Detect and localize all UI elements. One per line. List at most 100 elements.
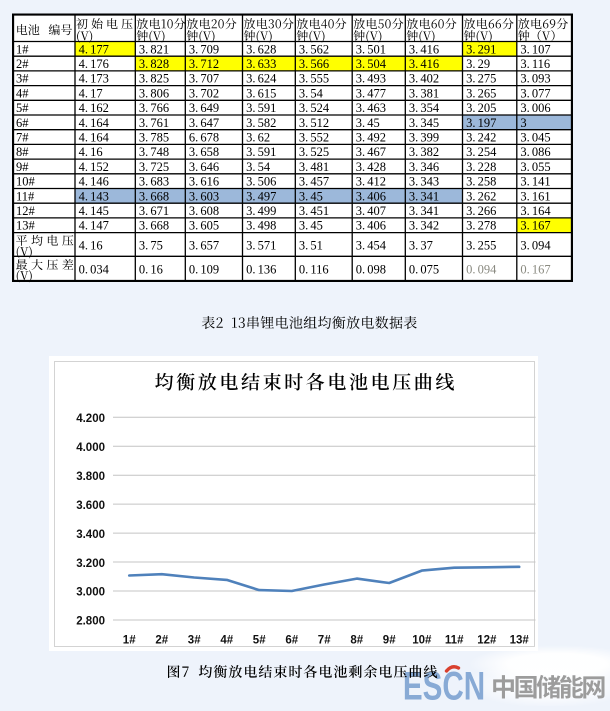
svg-text:3.582: 3. 582 [246, 116, 276, 130]
svg-text:3.402: 3. 402 [409, 72, 439, 86]
svg-text:2#: 2# [155, 634, 168, 646]
svg-text:8#: 8# [350, 634, 363, 646]
svg-text:7#: 7# [16, 131, 29, 145]
svg-text:3.608: 3. 608 [189, 204, 219, 218]
svg-text:3.086: 3. 086 [520, 145, 550, 159]
svg-text:3.616: 3. 616 [189, 175, 219, 189]
svg-text:0.167: 0. 167 [520, 263, 550, 277]
svg-text:3.161: 3. 161 [520, 189, 550, 203]
svg-text:3.615: 3. 615 [246, 86, 276, 100]
svg-text:3.278: 3. 278 [466, 219, 496, 233]
svg-text:3.707: 3. 707 [189, 72, 219, 86]
svg-text:3.646: 3. 646 [189, 160, 219, 174]
svg-text:4#: 4# [16, 86, 29, 100]
svg-text:3.497: 3. 497 [246, 189, 276, 203]
svg-text:3.055: 3. 055 [520, 160, 550, 174]
svg-text:3.000: 3.000 [76, 587, 105, 599]
svg-text:4#: 4# [220, 634, 233, 646]
svg-text:4.200: 4.200 [76, 413, 105, 425]
svg-text:3.566: 3. 566 [299, 57, 329, 71]
svg-text:4.143: 4. 143 [79, 189, 109, 203]
svg-text:3.29: 3. 29 [466, 57, 490, 71]
svg-text:3.275: 3. 275 [466, 72, 496, 86]
svg-text:3.164: 3. 164 [520, 204, 551, 218]
svg-text:3.451: 3. 451 [299, 204, 329, 218]
svg-text:3.647: 3. 647 [189, 116, 219, 130]
svg-text:3.141: 3. 141 [520, 175, 550, 189]
svg-text:3.492: 3. 492 [356, 131, 386, 145]
svg-text:3.463: 3. 463 [356, 101, 386, 115]
svg-text:3.668: 3. 668 [139, 219, 169, 233]
svg-text:0.16: 0. 16 [139, 263, 163, 277]
svg-text:3.671: 3. 671 [139, 204, 169, 218]
svg-text:3.400: 3.400 [76, 529, 105, 541]
svg-text:3.62: 3. 62 [246, 131, 270, 145]
svg-text:4.17: 4. 17 [79, 86, 103, 100]
svg-text:3#: 3# [188, 634, 201, 646]
svg-text:3.258: 3. 258 [466, 175, 496, 189]
svg-text:3.600: 3.600 [76, 500, 105, 512]
svg-text:3.702: 3. 702 [189, 86, 219, 100]
svg-text:3.341: 3. 341 [409, 204, 439, 218]
svg-text:3: 3 [520, 116, 526, 130]
svg-text:3.828: 3. 828 [139, 57, 169, 71]
svg-text:3.683: 3. 683 [139, 175, 169, 189]
svg-text:6.678: 6. 678 [189, 131, 219, 145]
svg-text:3.116: 3. 116 [520, 57, 550, 71]
svg-text:3.416: 3. 416 [409, 42, 439, 56]
svg-text:3.454: 3. 454 [356, 239, 387, 253]
svg-text:0.075: 0. 075 [409, 263, 439, 277]
svg-text:10#: 10# [412, 634, 432, 646]
svg-text:0.116: 0. 116 [299, 263, 329, 277]
svg-text:3.254: 3. 254 [466, 145, 497, 159]
svg-text:4.16: 4. 16 [79, 239, 103, 253]
svg-text:3.499: 3. 499 [246, 204, 276, 218]
svg-text:3.633: 3. 633 [246, 57, 276, 71]
svg-text:3.406: 3. 406 [356, 219, 386, 233]
svg-text:4.000: 4.000 [76, 442, 105, 454]
svg-text:3.766: 3. 766 [139, 101, 169, 115]
svg-text:3.658: 3. 658 [189, 145, 219, 159]
svg-text:5#: 5# [16, 101, 29, 115]
svg-text:3.591: 3. 591 [246, 101, 276, 115]
svg-text:3.093: 3. 093 [520, 72, 550, 86]
svg-text:3.477: 3. 477 [356, 86, 386, 100]
svg-text:3.255: 3. 255 [466, 239, 496, 253]
svg-text:13#: 13# [510, 634, 530, 646]
svg-text:11#: 11# [445, 634, 464, 646]
svg-text:0.094: 0. 094 [466, 263, 497, 277]
svg-text:3.399: 3. 399 [409, 131, 439, 145]
svg-text:3.649: 3. 649 [189, 101, 219, 115]
svg-text:3.800: 3.800 [76, 471, 105, 483]
svg-text:7#: 7# [318, 634, 331, 646]
svg-text:4.164: 4. 164 [79, 131, 110, 145]
svg-text:6#: 6# [16, 116, 29, 130]
svg-text:3.197: 3. 197 [466, 116, 496, 130]
svg-text:3.512: 3. 512 [299, 116, 329, 130]
svg-text:3.657: 3. 657 [189, 239, 219, 253]
svg-text:3.525: 3. 525 [299, 145, 329, 159]
svg-text:4.176: 4. 176 [79, 57, 109, 71]
svg-text:3.006: 3. 006 [520, 101, 550, 115]
svg-text:3.045: 3. 045 [520, 131, 550, 145]
svg-text:3.571: 3. 571 [246, 239, 276, 253]
svg-text:3.428: 3. 428 [356, 160, 386, 174]
svg-text:3.342: 3. 342 [409, 219, 439, 233]
svg-text:3.562: 3. 562 [299, 42, 329, 56]
svg-text:3.45: 3. 45 [356, 116, 380, 130]
svg-text:4.16: 4. 16 [79, 145, 103, 159]
svg-text:1#: 1# [123, 634, 136, 646]
svg-text:3.45: 3. 45 [299, 189, 323, 203]
svg-text:3.37: 3. 37 [409, 239, 433, 253]
svg-text:3.75: 3. 75 [139, 239, 163, 253]
svg-text:3.628: 3. 628 [246, 42, 276, 56]
svg-text:3#: 3# [16, 72, 29, 86]
svg-text:3.346: 3. 346 [409, 160, 439, 174]
svg-text:3.493: 3. 493 [356, 72, 386, 86]
svg-text:6#: 6# [285, 634, 298, 646]
svg-text:3.51: 3. 51 [299, 239, 323, 253]
svg-text:3.668: 3. 668 [139, 189, 169, 203]
svg-text:2#: 2# [16, 57, 29, 71]
svg-text:3.341: 3. 341 [409, 189, 439, 203]
svg-text:5#: 5# [253, 634, 266, 646]
